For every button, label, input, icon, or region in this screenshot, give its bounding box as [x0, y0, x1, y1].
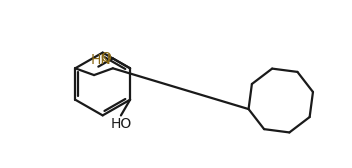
Text: O: O [100, 51, 111, 65]
Text: HN: HN [90, 53, 111, 68]
Text: HO: HO [110, 117, 132, 131]
